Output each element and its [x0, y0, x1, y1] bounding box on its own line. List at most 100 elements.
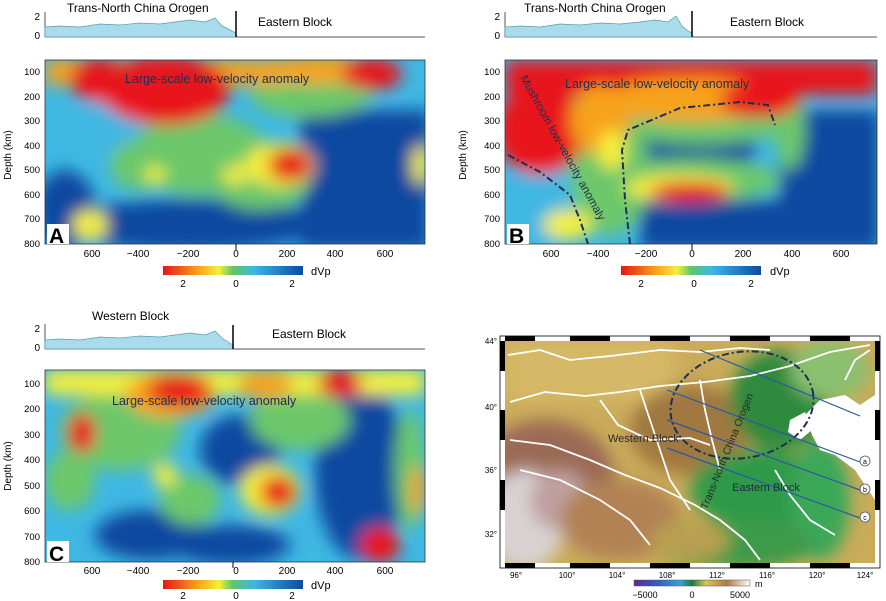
region-label-right-b: Eastern Block: [730, 15, 805, 29]
depth-tick: 200: [24, 92, 40, 103]
distance-tick: 400: [327, 566, 344, 577]
longitude-tick: 100°: [559, 571, 576, 580]
distance-axis-c: 600 −400 −200 0 200 400 600: [84, 566, 394, 577]
elevation-profile-b: 2 0 Trans-North China Orogen Eastern Blo…: [494, 1, 877, 42]
map-panel: a b c Western Block Eastern Block Trans-…: [475, 336, 880, 600]
elevation-colorbar-unit: m: [755, 579, 763, 589]
distance-axis-a: 600 −400 −200 0 200 400 600: [84, 249, 394, 260]
distance-axis-b: 600 −400 −200 0 200 400 600: [543, 249, 850, 260]
colorbar-tick: 0: [233, 279, 239, 290]
distance-tick: 600: [84, 566, 101, 577]
elevation-tick-0-c: 0: [34, 343, 40, 354]
elevation-profile-a: 2 0 Trans-North China Orogen Eastern Blo…: [34, 1, 425, 42]
longitude-tick: 120°: [809, 571, 826, 580]
profile-marker-b: b: [863, 487, 867, 494]
depth-tick: 100: [484, 67, 500, 78]
colorbar-label: dVp: [311, 266, 331, 278]
distance-tick: 400: [784, 249, 801, 260]
panel-letter-b: B: [509, 225, 524, 248]
tomography-section-c: Large-scale low-velocity anomaly: [45, 369, 426, 565]
elevation-tick-0-b: 0: [494, 31, 500, 42]
distance-tick: −200: [177, 566, 200, 577]
colorbar-tick: 2: [289, 591, 295, 601]
distance-tick: 200: [735, 249, 752, 260]
distance-tick: 600: [377, 249, 394, 260]
elevation-tick-0-a: 0: [34, 31, 40, 42]
region-label-right-c: Eastern Block: [272, 327, 347, 341]
tomography-section-a: Large-scale low-velocity anomaly: [35, 55, 430, 251]
region-label-left-a: Trans-North China Orogen: [67, 1, 209, 15]
panel-letter-a: A: [49, 225, 64, 248]
colorbar-tick: 2: [289, 279, 295, 290]
distance-tick: −400: [127, 566, 150, 577]
elevation-colorbar-tick: 5000: [730, 590, 750, 600]
longitude-tick: 96°: [510, 571, 522, 580]
distance-tick: 600: [833, 249, 850, 260]
depth-axis-label-a: Depth (km): [3, 130, 14, 179]
colorbar-tick: 0: [691, 279, 697, 290]
depth-tick: 800: [24, 239, 40, 250]
latitude-tick: 32°: [485, 530, 497, 539]
longitude-tick: 104°: [609, 571, 626, 580]
distance-tick: 0: [689, 249, 695, 260]
colorbar-tick: 2: [180, 279, 186, 290]
distance-tick: 400: [327, 249, 344, 260]
depth-tick: 600: [24, 506, 40, 517]
depth-tick: 100: [24, 67, 40, 78]
depth-tick: 700: [24, 532, 40, 543]
colorbar-tick: 0: [233, 591, 239, 601]
depth-axis-b: 100 200 300 400 500 600 700 800: [484, 67, 500, 250]
colorbar-label: dVp: [311, 580, 331, 592]
depth-tick: 800: [484, 239, 500, 250]
elevation-tick-2-b: 2: [494, 12, 500, 23]
colorbar-tick: 2: [180, 591, 186, 601]
colorbar-a: dVp 2 0 2: [163, 266, 331, 290]
depth-tick: 500: [24, 481, 40, 492]
distance-tick: 200: [279, 566, 296, 577]
low-velocity-annotation-b: Large-scale low-velocity anomaly: [565, 77, 750, 91]
depth-tick: 400: [484, 141, 500, 152]
elevation-colorbar-tick: 0: [689, 590, 694, 600]
depth-tick: 800: [24, 557, 40, 568]
latitude-axis: 44° 40° 36° 32°: [485, 337, 497, 539]
map-label-eastern-block: Eastern Block: [732, 482, 800, 494]
elevation-profile-c: 2 0 Western Block Eastern Block: [34, 309, 425, 354]
longitude-tick: 108°: [659, 571, 676, 580]
elevation-colorbar: m −5000 0 5000: [632, 579, 762, 600]
depth-axis-label-b: Depth (km): [458, 130, 469, 179]
region-label-left-b: Trans-North China Orogen: [524, 1, 666, 15]
depth-tick: 400: [24, 141, 40, 152]
depth-axis-c: 100 200 300 400 500 600 700 800: [24, 379, 40, 568]
depth-tick: 600: [24, 190, 40, 201]
depth-tick: 200: [484, 92, 500, 103]
panel-a: 2 0 Trans-North China Orogen Eastern Blo…: [3, 1, 430, 290]
latitude-tick: 36°: [485, 466, 497, 475]
distance-tick: 600: [543, 249, 560, 260]
depth-axis-label-c: Depth (km): [3, 441, 14, 490]
distance-tick: −200: [635, 249, 658, 260]
longitude-tick: 124°: [857, 571, 874, 580]
colorbar-tick: 2: [748, 279, 754, 290]
depth-tick: 300: [24, 430, 40, 441]
low-velocity-annotation-c: Large-scale low-velocity anomaly: [112, 394, 297, 408]
profile-marker-c: c: [863, 515, 867, 522]
distance-tick: 0: [233, 566, 239, 577]
low-velocity-annotation-a: Large-scale low-velocity anomaly: [125, 72, 310, 86]
distance-tick: −400: [127, 249, 150, 260]
elevation-tick-2-c: 2: [34, 324, 40, 335]
colorbar-c: dVp 2 0 2: [163, 580, 331, 601]
depth-tick: 700: [484, 214, 500, 225]
distance-tick: 200: [279, 249, 296, 260]
longitude-tick: 112°: [709, 571, 725, 580]
elevation-tick-2-a: 2: [34, 12, 40, 23]
latitude-tick: 44°: [485, 337, 497, 346]
map-label-western-block: Western Block: [608, 433, 679, 445]
tomography-section-b: Large-scale low-velocity anomaly Mushroo…: [495, 60, 880, 250]
region-label-left-c: Western Block: [92, 309, 170, 323]
depth-tick: 200: [24, 404, 40, 415]
depth-tick: 300: [24, 116, 40, 127]
colorbar-tick: 2: [638, 279, 644, 290]
profile-marker-a: a: [863, 459, 867, 466]
elevation-colorbar-tick: −5000: [632, 590, 657, 600]
latitude-tick: 40°: [485, 403, 497, 412]
